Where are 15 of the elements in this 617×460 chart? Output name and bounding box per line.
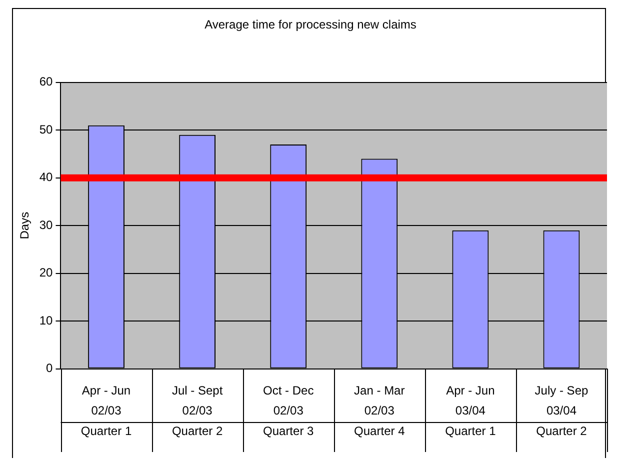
x-tick-label: Apr - Jun 02/03 Quarter 1 — [80, 383, 132, 438]
chart-title: Average time for processing new claims — [204, 18, 416, 32]
y-tick-label: 0 — [46, 361, 54, 376]
x-tick-label: Jul - Sept 02/03 Quarter 2 — [172, 383, 224, 438]
y-tick-label: 50 — [39, 122, 54, 136]
y-tick-label: 40 — [39, 170, 54, 184]
y-axis-title: Days — [18, 212, 32, 240]
y-tick-label: 10 — [39, 313, 54, 328]
y-tick-label: 30 — [39, 218, 54, 232]
x-tick-label: July - Sep 03/04 Quarter 2 — [534, 383, 588, 438]
x-tick-label: Apr - Jun 03/04 Quarter 1 — [445, 383, 496, 438]
y-tick-label: 60 — [39, 74, 54, 89]
x-tick-label: Oct - Dec 02/03 Quarter 3 — [263, 383, 314, 438]
y-tick-label: 20 — [39, 266, 54, 280]
x-tick-label: Jan - Mar 02/03 Quarter 4 — [354, 383, 406, 438]
